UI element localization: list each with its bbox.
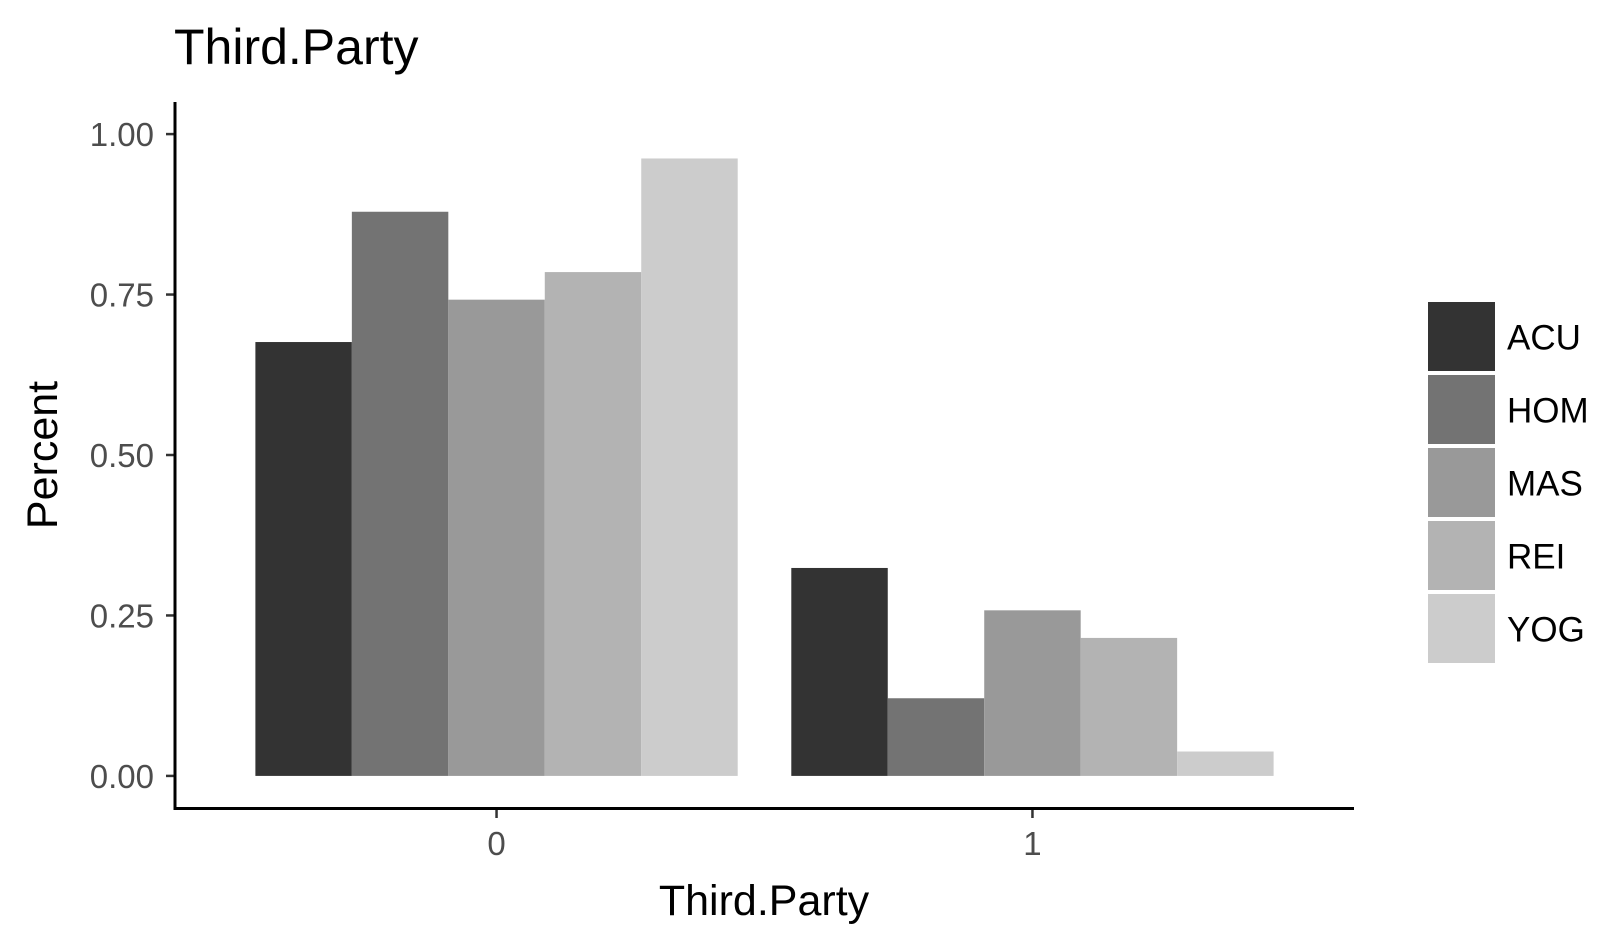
- bar-yog-0: [641, 158, 738, 776]
- y-axis-ticks: 0.00 0.25 0.50 0.75 1.00: [90, 116, 175, 795]
- y-axis-title: Percent: [19, 381, 67, 529]
- legend-key-rei: [1428, 521, 1495, 590]
- y-tick-label: 0.00: [90, 758, 154, 795]
- legend-label-acu: ACU: [1507, 319, 1581, 358]
- x-tick-label: 0: [487, 825, 505, 862]
- y-tick-label: 0.50: [90, 437, 154, 474]
- bar-rei-1: [1080, 637, 1178, 776]
- bar-acu-1: [791, 567, 888, 776]
- legend-key-acu: [1428, 302, 1495, 371]
- y-tick-label: 0.25: [90, 597, 154, 634]
- bar-mas-0: [448, 299, 545, 776]
- legend-label-hom: HOM: [1507, 392, 1589, 431]
- bar-rei-0: [544, 272, 642, 776]
- legend-label-mas: MAS: [1507, 465, 1583, 504]
- bar-mas-1: [984, 610, 1081, 776]
- y-tick-label: 1.00: [90, 116, 154, 153]
- y-tick-label: 0.75: [90, 277, 154, 314]
- bar-hom-0: [351, 211, 449, 776]
- bar-acu-0: [255, 342, 352, 776]
- legend-label-rei: REI: [1507, 538, 1565, 577]
- legend-key-mas: [1428, 448, 1495, 517]
- legend-key-yog: [1428, 594, 1495, 663]
- chart-title: Third.Party: [174, 19, 419, 75]
- bars-group: [255, 158, 1274, 776]
- x-axis-title: Third.Party: [659, 877, 870, 925]
- bar-yog-1: [1177, 751, 1274, 776]
- legend: ACU HOM MAS REI YOG: [1428, 302, 1589, 663]
- x-tick-label: 1: [1023, 825, 1041, 862]
- legend-key-hom: [1428, 375, 1495, 444]
- legend-label-yog: YOG: [1507, 611, 1585, 650]
- bar-hom-1: [887, 698, 985, 776]
